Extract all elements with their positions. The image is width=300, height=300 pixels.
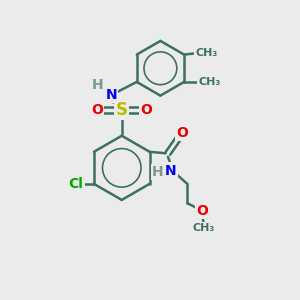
Text: H: H — [92, 78, 104, 92]
Text: Cl: Cl — [69, 177, 84, 191]
Text: O: O — [196, 204, 208, 218]
Text: O: O — [140, 103, 152, 117]
Text: CH₃: CH₃ — [195, 48, 218, 58]
Text: H: H — [152, 165, 164, 179]
Text: N: N — [165, 164, 177, 178]
Text: CH₃: CH₃ — [193, 223, 215, 233]
Text: CH₃: CH₃ — [198, 77, 220, 87]
Text: O: O — [92, 103, 103, 117]
Text: N: N — [106, 88, 117, 102]
Text: O: O — [176, 126, 188, 140]
Text: S: S — [116, 101, 128, 119]
